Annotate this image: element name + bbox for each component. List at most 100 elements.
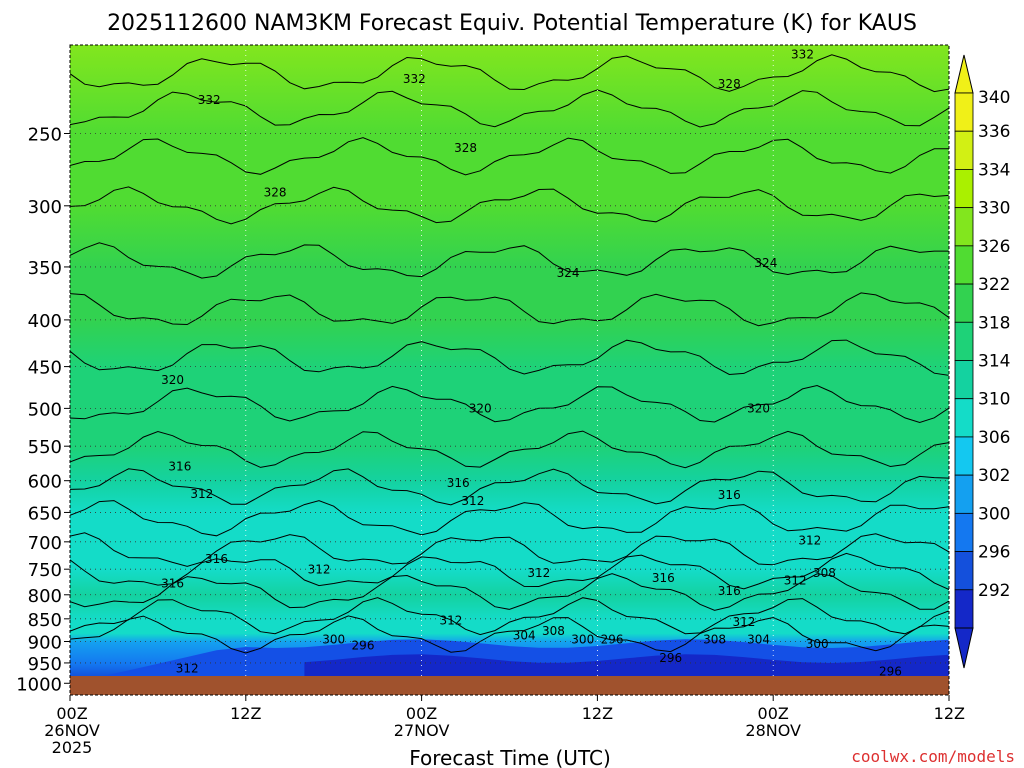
contour-label: 320 bbox=[161, 373, 184, 387]
x-tick-label: 00Z bbox=[758, 704, 789, 723]
contour-line bbox=[70, 384, 949, 424]
contour-label: 320 bbox=[469, 401, 492, 415]
chart-title: 2025112600 NAM3KM Forecast Equiv. Potent… bbox=[107, 11, 917, 36]
colorbar-label: 322 bbox=[978, 275, 1010, 295]
colorbar-label: 334 bbox=[978, 160, 1010, 180]
colorbar-label: 306 bbox=[978, 428, 1010, 448]
contour-line bbox=[70, 597, 949, 636]
credit-text: coolwx.com/models bbox=[851, 747, 1015, 766]
theta-e-field bbox=[70, 45, 949, 677]
contour-label: 308 bbox=[542, 624, 565, 638]
y-tick-label: 650 bbox=[28, 503, 62, 524]
ground-surface bbox=[70, 676, 949, 695]
contour-label: 312 bbox=[798, 534, 821, 548]
contour-label: 312 bbox=[527, 566, 550, 580]
contour-label: 296 bbox=[352, 638, 375, 652]
contour-line bbox=[70, 54, 949, 93]
colorbar-label: 326 bbox=[978, 237, 1010, 257]
x-tick-label: 26NOV bbox=[44, 721, 100, 740]
colorbar-segment bbox=[954, 207, 974, 247]
contour-label: 332 bbox=[403, 72, 426, 86]
contour-label: 328 bbox=[718, 77, 741, 91]
contour-label: 296 bbox=[659, 651, 682, 665]
y-tick-label: 700 bbox=[28, 533, 62, 554]
x-tick-label: 12Z bbox=[582, 704, 613, 723]
y-tick-label: 450 bbox=[28, 358, 62, 379]
contour-label: 316 bbox=[718, 488, 741, 502]
contour-line bbox=[70, 89, 949, 128]
contour-label: 300 bbox=[571, 633, 594, 647]
colorbar-segment bbox=[954, 360, 974, 400]
y-tick-label: 600 bbox=[28, 472, 62, 493]
colorbar-label: 336 bbox=[978, 122, 1010, 142]
colorbar-segment bbox=[954, 436, 974, 476]
colorbar-segment bbox=[954, 589, 974, 629]
contour-label: 332 bbox=[791, 48, 814, 62]
colorbar-label: 314 bbox=[978, 352, 1010, 372]
contour-label: 312 bbox=[461, 494, 484, 508]
plot-area: 332 332 332 328 328 328 324 324 320 320 320 316 316 3… bbox=[70, 45, 949, 695]
colorbar-label: 330 bbox=[978, 199, 1010, 219]
y-tick-label: 250 bbox=[28, 124, 62, 145]
colorbar-segment bbox=[954, 169, 974, 209]
colorbar-segment bbox=[954, 398, 974, 438]
contour-label: 312 bbox=[176, 661, 199, 675]
contour-label: 312 bbox=[308, 562, 331, 576]
x-tick-label: 12Z bbox=[934, 704, 965, 723]
contour-line bbox=[70, 186, 949, 225]
contour-line bbox=[70, 532, 949, 567]
contour-label: 312 bbox=[439, 613, 462, 627]
colorbar-segment bbox=[954, 474, 974, 514]
y-tick-label: 950 bbox=[28, 654, 62, 675]
colorbar-segment bbox=[954, 283, 974, 323]
contour-label: 304 bbox=[747, 633, 770, 647]
contour-label: 312 bbox=[784, 574, 807, 588]
contour-label: 316 bbox=[205, 552, 228, 566]
x-tick-label: 28NOV bbox=[745, 721, 801, 740]
contour-line bbox=[70, 615, 949, 654]
contour-label: 324 bbox=[557, 266, 580, 280]
contour-label: 328 bbox=[454, 141, 477, 155]
contour-line bbox=[70, 430, 949, 469]
contour-label: 316 bbox=[652, 571, 675, 585]
x-axis-label: Forecast Time (UTC) bbox=[409, 746, 611, 768]
contour-label: 304 bbox=[513, 628, 536, 642]
colorbar-segment bbox=[954, 130, 974, 170]
colorbar-segment bbox=[954, 321, 974, 361]
contour-label: 300 bbox=[806, 637, 829, 651]
colorbar-label: 340 bbox=[978, 88, 1010, 108]
colorbar-segment bbox=[954, 551, 974, 591]
y-tick-label: 500 bbox=[28, 399, 62, 420]
contour-label: 296 bbox=[879, 664, 902, 678]
contour-label: 308 bbox=[703, 633, 726, 647]
contour-labels: 332 332 332 328 328 328 324 324 320 320 320 316 316 3… bbox=[161, 48, 902, 679]
contour-label: 332 bbox=[198, 93, 221, 107]
contour-label: 316 bbox=[168, 460, 191, 474]
contour-line bbox=[70, 339, 949, 376]
colorbar-bottom-arrow bbox=[954, 627, 974, 669]
contour-label: 316 bbox=[718, 584, 741, 598]
colorbar-label: 318 bbox=[978, 313, 1010, 333]
contour-label: 320 bbox=[747, 401, 770, 415]
plot-frame bbox=[69, 44, 950, 696]
y-tick-label: 850 bbox=[28, 610, 62, 631]
contour-label: 316 bbox=[447, 476, 470, 490]
contour-label: 308 bbox=[813, 566, 836, 580]
contour-label: 312 bbox=[190, 487, 213, 501]
contour-line bbox=[70, 468, 949, 506]
contour-line bbox=[70, 573, 949, 611]
colorbar-label: 300 bbox=[978, 504, 1010, 524]
colorbar: 340 336 334 330 326 322 318 314 310 306 302 300 296 2… bbox=[954, 54, 1010, 669]
y-tick-label: 350 bbox=[28, 258, 62, 279]
y-tick-label: 300 bbox=[28, 197, 62, 218]
coldest-layer-region bbox=[304, 654, 949, 676]
low-level-cold-layer bbox=[70, 639, 949, 684]
contour-lines bbox=[70, 54, 949, 654]
contour-label: 300 bbox=[322, 633, 345, 647]
y-tick-label: 400 bbox=[28, 311, 62, 332]
y-tick-label: 1000 bbox=[16, 674, 62, 695]
y-tick-label: 800 bbox=[28, 586, 62, 607]
x-tick-label: 2025 bbox=[52, 738, 93, 757]
contour-line bbox=[70, 552, 949, 590]
